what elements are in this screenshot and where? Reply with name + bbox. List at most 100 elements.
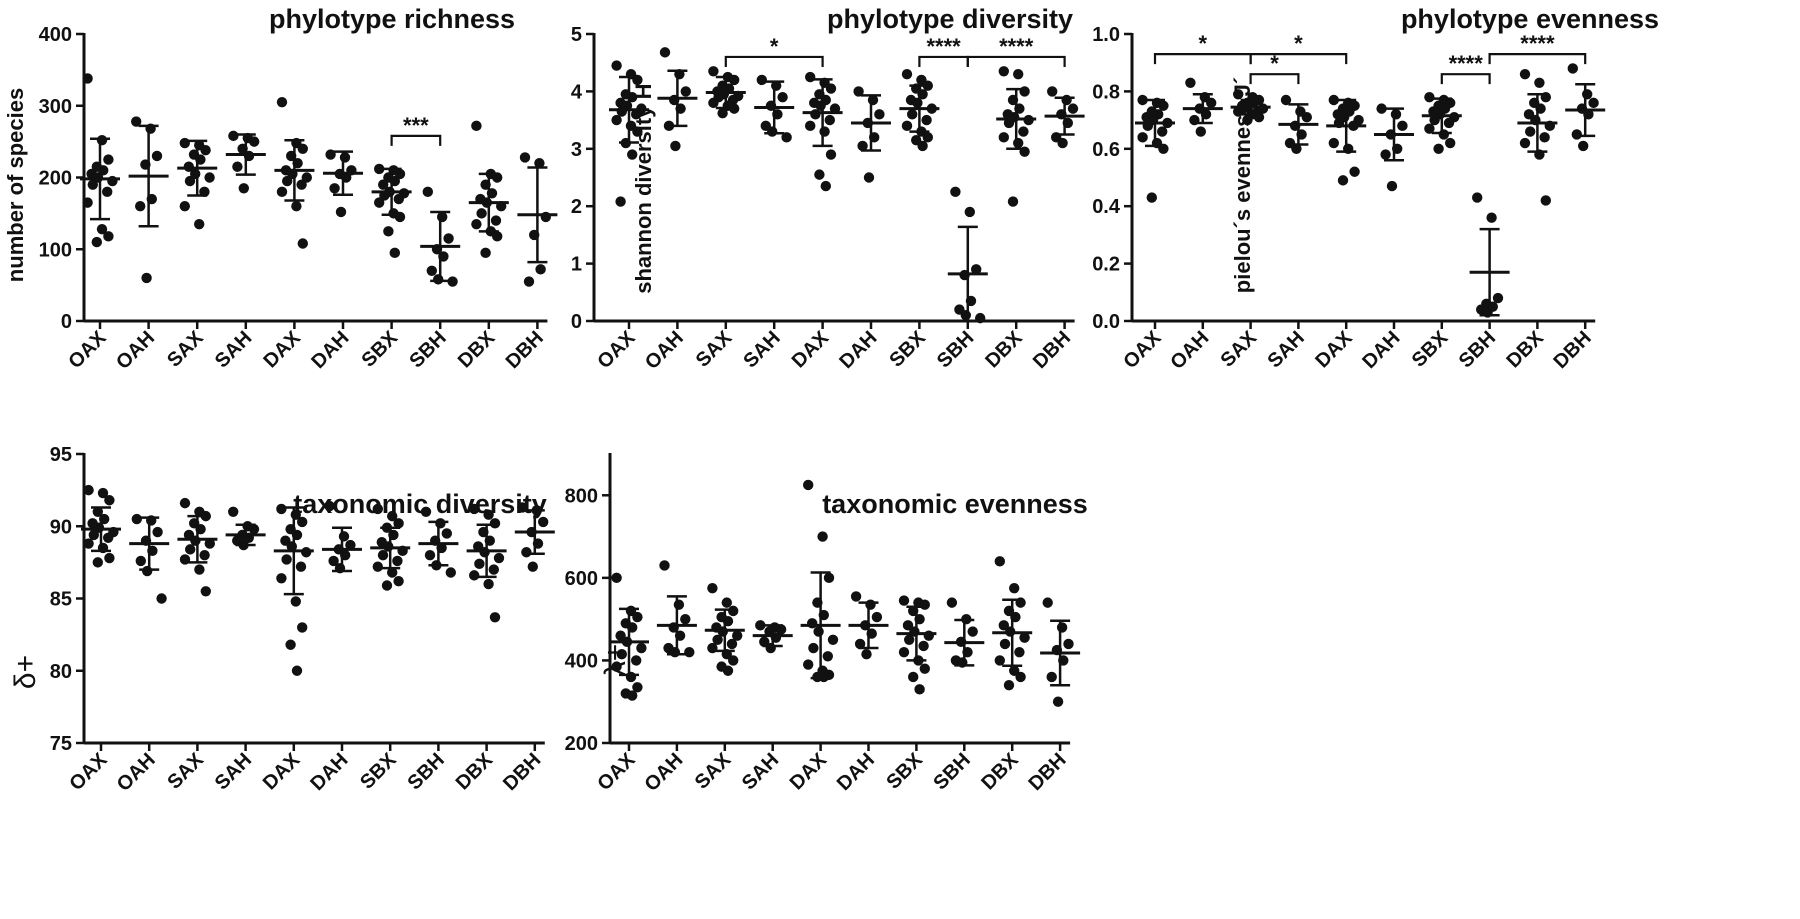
data-point [857,140,868,152]
data-point [393,193,404,205]
significance-bracket: **** [918,34,969,67]
plot-area: * **** **** [609,34,1085,324]
data-point [1578,140,1589,152]
data-point [904,634,915,645]
category-group-oah [657,47,698,152]
data-point [917,140,928,152]
category-group-sbx [899,68,940,152]
data-point [722,665,734,676]
x-tick-label: SAX [163,749,208,794]
data-point [1438,129,1450,140]
category-group-dbh [1040,597,1081,707]
data-point [185,544,196,555]
data-point [1158,100,1169,111]
category-group-dbx [1517,68,1558,206]
significance-label: *** [403,113,429,138]
data-point [103,231,114,242]
data-point [627,690,638,701]
category-group-dax [273,503,314,676]
data-point [721,597,732,608]
x-tick-label: OAH [113,749,160,796]
data-point [141,272,152,284]
plot-area: * ** ******** [1135,31,1606,318]
data-point [1042,597,1053,608]
data-point [919,599,930,610]
data-point [616,649,627,660]
category-group-dbx [996,66,1037,207]
y-tick-label: 300 [39,96,72,118]
data-point [946,597,958,608]
data-point [394,211,406,223]
data-point [426,265,437,276]
data-point [291,201,302,212]
data-point [476,208,487,219]
data-point [611,661,622,672]
data-point [822,651,833,662]
data-point [1380,149,1391,160]
data-point [1052,696,1064,707]
data-point [392,555,403,567]
data-point [184,175,196,187]
data-point [960,310,971,321]
data-point [871,611,883,623]
data-point [437,211,448,223]
data-point [964,206,975,218]
data-point [297,238,308,249]
data-point [813,626,824,637]
data-point [249,136,260,147]
data-point [1539,132,1550,143]
x-tick-label: SBX [882,749,927,794]
x-tick-label: DAX [788,327,834,373]
data-point [861,649,872,660]
data-point [865,599,876,610]
data-point [281,554,292,565]
data-point [1519,137,1531,149]
data-point [1067,103,1079,114]
category-group-oah [129,513,170,604]
x-tick-label: DAX [1311,327,1357,373]
data-point [387,567,398,578]
x-axis: OAX OAH SAX SAH DAX DAH SBX SBH DBX DBH [593,319,1075,374]
data-point [708,66,719,77]
category-group-oax [609,572,649,701]
data-point [807,618,818,629]
x-tick-label: DAH [306,749,352,795]
category-group-sbh [1469,192,1510,318]
data-point [91,236,103,248]
x-tick-label: SAX [1216,327,1261,372]
data-point [1013,137,1024,149]
data-point [135,555,146,567]
data-point [631,655,642,666]
significance-label: * [1199,31,1208,56]
data-point [1390,109,1402,120]
y-tick-label: 400 [565,650,598,672]
data-point [538,516,549,528]
data-point [803,479,814,491]
x-tick-label: DAX [786,749,832,795]
data-point [998,132,1009,143]
category-group-sax [704,582,745,676]
data-point [616,106,627,117]
significance-label: **** [1449,51,1484,76]
x-tick-label: OAX [593,749,640,796]
data-point [819,126,830,137]
data-point [469,503,480,515]
category-group-dah [851,86,891,183]
data-point [994,655,1005,666]
data-point [850,591,862,602]
x-tick-label: DAX [259,749,305,795]
category-group-sah [225,506,266,551]
data-point [103,532,114,544]
x-tick-label: OAX [593,327,640,374]
data-point [1443,117,1455,129]
data-point [817,531,828,542]
y-tick-label: 80 [50,661,72,683]
category-group-dbh [1044,86,1085,149]
significance-bracket: **** [966,34,1066,67]
category-group-sax [177,137,218,230]
data-point [131,116,142,127]
data-point [483,578,494,590]
data-point [285,639,296,650]
